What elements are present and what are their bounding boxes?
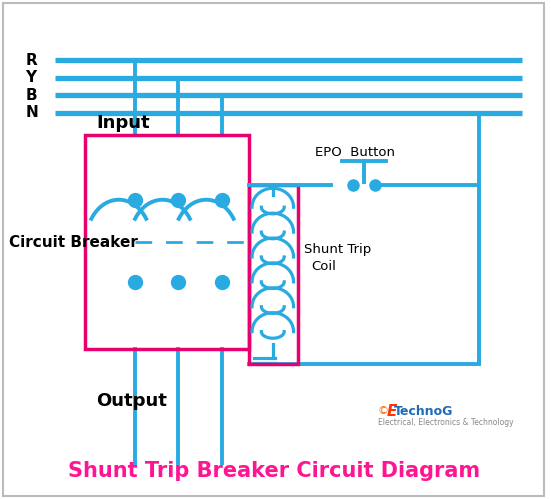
Text: Shunt Trip: Shunt Trip — [304, 243, 371, 256]
Text: Electrical, Electronics & Technology: Electrical, Electronics & Technology — [377, 418, 514, 427]
Text: B: B — [25, 88, 37, 103]
Text: TechnoG: TechnoG — [394, 405, 453, 418]
Text: Input: Input — [96, 114, 150, 132]
Text: Circuit Breaker: Circuit Breaker — [9, 235, 138, 250]
Bar — [249, 185, 299, 364]
Text: E: E — [386, 404, 397, 419]
Text: ©: © — [377, 406, 388, 416]
Text: R: R — [25, 53, 37, 68]
Text: EPO  Button: EPO Button — [315, 146, 395, 159]
Text: Y: Y — [25, 70, 36, 85]
Text: N: N — [25, 105, 38, 120]
Bar — [85, 135, 249, 349]
Text: Shunt Trip Breaker Circuit Diagram: Shunt Trip Breaker Circuit Diagram — [68, 461, 480, 481]
Text: Output: Output — [96, 392, 167, 410]
Text: Coil: Coil — [311, 260, 336, 273]
